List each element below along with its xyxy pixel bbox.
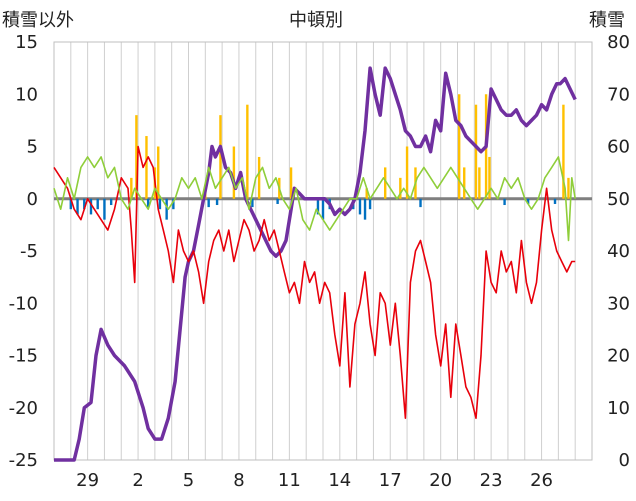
left-tick-label: 5 [27,137,38,158]
x-tick-label: 2 [132,470,143,491]
blue_bars-bar [76,198,79,215]
right-tick-label: 30 [607,293,630,314]
blue_bars-bar [368,198,372,210]
orange_bars-bar [135,115,138,199]
plot-frame [53,41,593,461]
orange_bars-bar [232,146,236,199]
blue_bars-bar [158,198,162,210]
right-tick-label: 0 [619,450,630,471]
blue_bars-bar [103,198,106,220]
right-tick-label: 60 [607,137,630,158]
red_series-line [53,145,576,420]
orange_bars-bar [365,188,368,199]
orange_bars-bar [257,156,261,199]
blue_bars-bar [96,198,99,210]
orange_bars-bar [289,167,293,199]
left-tick-label: -5 [20,241,38,262]
right-tick-label: 50 [607,189,630,210]
chart-title: 中頓別 [289,10,343,31]
x-tick-label: 14 [328,470,351,491]
blue_bars-bar [207,198,210,208]
orange_bars-bar [478,167,481,199]
snow_depth-line [54,66,577,462]
right-tick-label: 40 [607,241,630,262]
x-tick-label: 5 [183,470,194,491]
orange_bars-bar [384,167,387,199]
left-axis-label: 積雪以外 [2,10,74,31]
x-tick-label: 29 [76,470,99,491]
blue_bars-bar [526,198,530,204]
blue_bars-bar [321,198,325,220]
right-axis-label: 積雪 [589,10,625,31]
blue_bars-bar [251,198,254,208]
x-tick-label: 23 [480,470,503,491]
orange_bars-bar [562,104,565,199]
orange_bars-bar [474,104,478,199]
blue_bars-bar [89,198,93,215]
blue_bars-bar [165,198,168,220]
right-tick-label: 70 [607,84,630,105]
blue_bars-bar [358,198,362,215]
blue_bars-bar [83,198,86,210]
x-tick-label: 8 [233,470,244,491]
left-tick-label: 15 [15,32,38,53]
blue_bars-bar [316,198,320,215]
blue_bars-bar [109,198,113,206]
green_series-line [53,156,576,242]
blue_bars-bar [172,198,175,210]
left-tick-label: -20 [9,398,38,419]
orange_bars-bar [405,146,409,199]
left-tick-label: -10 [9,293,38,314]
orange_bars-bar [457,94,461,199]
blue_bars-bar [69,198,73,210]
orange_bars-bar [567,177,570,199]
right-tick-label: 10 [607,398,630,419]
orange_bars-bar [219,115,222,199]
x-tick-label: 20 [429,470,452,491]
blue_bars-bar [276,198,279,204]
orange_bars-bar [246,104,249,199]
x-tick-label: 26 [530,470,553,491]
orange_bars-bar [488,156,491,199]
orange_bars-bar [463,167,466,199]
left-tick-label: -25 [9,450,38,471]
x-tick-label: 11 [278,470,301,491]
blue_bars-bar [503,198,506,206]
left-tick-label: 0 [27,189,38,210]
left-tick-label: -15 [9,346,38,367]
orange_bars-bar [130,177,133,199]
left-tick-label: 10 [15,84,38,105]
right-tick-label: 20 [607,346,630,367]
blue_bars-bar [419,198,422,208]
orange_bars-bar [157,146,160,199]
blue_bars-bar [363,198,367,220]
blue_bars-bar [553,198,557,204]
orange_bars-bar [145,136,148,199]
blue_bars-bar [215,198,219,206]
x-tick-label: 17 [379,470,402,491]
blue_bars-bar [146,198,150,208]
orange_bars-bar [399,177,402,199]
right-tick-label: 80 [607,32,630,53]
